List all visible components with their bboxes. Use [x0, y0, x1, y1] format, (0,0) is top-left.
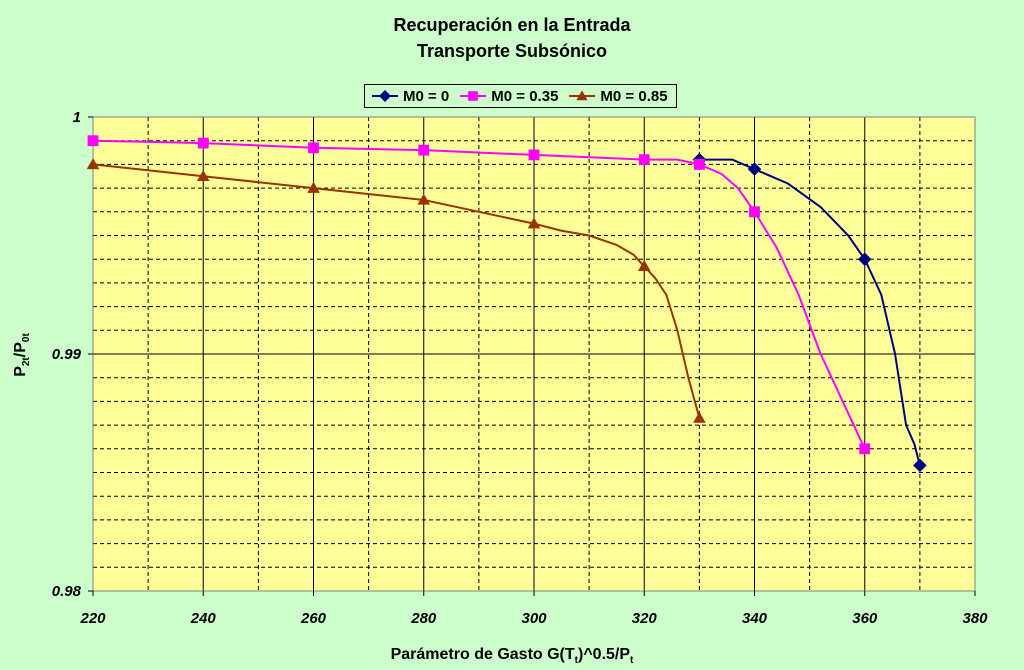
legend-swatch — [569, 90, 596, 101]
ylabel-sub1: 2t — [21, 357, 33, 367]
data-point — [528, 149, 540, 161]
x-tick-label: 260 — [300, 610, 327, 627]
x-axis: 220 240 260 280 300 320 340 360 380 — [79, 591, 988, 627]
x-tick-label: 380 — [962, 610, 988, 627]
xlabel-mid: )^0.5/P — [578, 646, 631, 663]
legend-entry: M0 = 0.35 — [459, 88, 558, 105]
x-axis-label: Parámetro de Gasto G(Tt)^0.5/Pt — [0, 646, 1024, 666]
data-point — [308, 142, 319, 154]
x-tick-label: 320 — [632, 610, 658, 627]
minor-grid — [93, 117, 975, 591]
legend-entry: M0 = 0.85 — [568, 87, 668, 105]
data-point — [638, 154, 650, 166]
data-point — [858, 252, 872, 266]
series-layer — [86, 135, 927, 473]
chart-title-line2: Transporte Subsónico — [416, 41, 608, 61]
data-point — [693, 411, 706, 423]
y-tick-label: 0.98 — [52, 583, 82, 600]
data-point — [307, 181, 320, 193]
xlabel-pre: Parámetro de Gasto G(T — [390, 646, 575, 663]
legend-entry: M0 = 0 — [371, 88, 449, 105]
series-line — [92, 163, 701, 419]
series-2 — [86, 158, 706, 423]
y-axis: 0.98 0.99 1 — [52, 109, 93, 600]
legend-label: M0 = 0.85 — [600, 87, 668, 105]
xlabel-sub2: t — [630, 655, 634, 667]
x-tick-label: 360 — [852, 610, 878, 627]
data-point — [693, 159, 705, 170]
data-point — [417, 193, 431, 205]
legend: M0 = 0 M0 = 0.35 M0 = 0.85 — [364, 84, 677, 108]
ylabel-mid: /P — [11, 342, 29, 358]
data-point — [197, 137, 209, 149]
legend-swatch — [372, 90, 398, 102]
data-point — [196, 169, 210, 181]
legend-label: M0 = 0.35 — [491, 87, 559, 105]
chart-title-line1: Recuperación en la Entrada — [393, 15, 631, 35]
y-tick-label: 0.99 — [52, 346, 82, 363]
x-tick-label: 220 — [79, 610, 106, 627]
y-tick-label: 1 — [73, 109, 81, 126]
ylabel-sub2: 0t — [21, 333, 33, 343]
x-tick-label: 240 — [190, 610, 217, 627]
data-point — [913, 458, 927, 473]
x-tick-label: 340 — [742, 610, 768, 627]
data-point — [527, 217, 541, 229]
data-point — [637, 260, 651, 272]
legend-swatch — [460, 91, 487, 101]
x-tick-label: 300 — [521, 610, 547, 627]
y-axis-label: P2t/P0t — [12, 333, 32, 377]
legend-label: M0 = 0 — [403, 87, 450, 105]
xlabel-sub1: t — [574, 655, 578, 667]
data-point — [418, 144, 430, 156]
data-point — [87, 135, 99, 147]
chart-title: Recuperación en la Entrada Transporte Su… — [0, 12, 1024, 64]
ylabel-pre: P — [11, 366, 29, 377]
data-point — [86, 158, 100, 170]
data-point — [749, 206, 760, 218]
series-line — [92, 139, 866, 450]
x-tick-label: 280 — [410, 610, 437, 627]
data-point — [859, 443, 871, 455]
series-0 — [692, 152, 927, 473]
data-point — [747, 162, 762, 176]
series-1 — [87, 135, 871, 455]
